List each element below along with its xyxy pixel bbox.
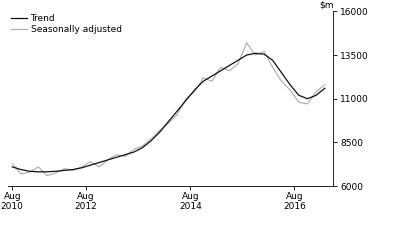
Seasonally adjusted	[88, 160, 93, 163]
Trend	[244, 54, 249, 56]
Trend	[305, 97, 310, 100]
Seasonally adjusted	[53, 172, 58, 174]
Trend	[314, 94, 318, 97]
Seasonally adjusted	[19, 173, 23, 175]
Seasonally adjusted	[166, 122, 171, 125]
Seasonally adjusted	[79, 165, 84, 168]
Trend	[97, 161, 102, 164]
Trend	[140, 146, 145, 149]
Trend	[279, 71, 284, 74]
Seasonally adjusted	[236, 62, 241, 65]
Trend	[218, 69, 223, 72]
Trend	[175, 110, 179, 112]
Seasonally adjusted	[296, 101, 301, 104]
Seasonally adjusted	[131, 148, 136, 151]
Seasonally adjusted	[44, 174, 49, 177]
Trend	[262, 53, 266, 56]
Seasonally adjusted	[27, 171, 32, 173]
Trend	[192, 89, 197, 91]
Seasonally adjusted	[305, 103, 310, 105]
Trend	[114, 156, 119, 159]
Trend	[166, 120, 171, 123]
Seasonally adjusted	[244, 42, 249, 44]
Legend: Trend, Seasonally adjusted: Trend, Seasonally adjusted	[10, 13, 122, 35]
Trend	[71, 168, 75, 171]
Trend	[288, 83, 293, 86]
Trend	[53, 170, 58, 173]
Seasonally adjusted	[36, 165, 40, 168]
Trend	[19, 168, 23, 171]
Seasonally adjusted	[262, 50, 266, 53]
Trend	[158, 131, 162, 133]
Seasonally adjusted	[192, 90, 197, 93]
Text: $m: $m	[319, 1, 333, 10]
Trend	[36, 170, 40, 173]
Seasonally adjusted	[106, 158, 110, 161]
Seasonally adjusted	[218, 66, 223, 69]
Seasonally adjusted	[270, 66, 275, 69]
Trend	[44, 170, 49, 173]
Trend	[227, 64, 232, 67]
Trend	[10, 165, 15, 168]
Seasonally adjusted	[158, 129, 162, 132]
Seasonally adjusted	[288, 89, 293, 91]
Seasonally adjusted	[253, 54, 258, 56]
Seasonally adjusted	[201, 76, 206, 79]
Line: Seasonally adjusted: Seasonally adjusted	[12, 43, 325, 176]
Seasonally adjusted	[149, 138, 154, 140]
Seasonally adjusted	[140, 145, 145, 147]
Line: Trend: Trend	[12, 53, 325, 172]
Seasonally adjusted	[314, 90, 318, 93]
Trend	[296, 94, 301, 97]
Seasonally adjusted	[279, 80, 284, 83]
Seasonally adjusted	[97, 165, 102, 168]
Trend	[131, 151, 136, 153]
Seasonally adjusted	[10, 162, 15, 165]
Trend	[236, 59, 241, 62]
Trend	[183, 99, 188, 102]
Seasonally adjusted	[210, 80, 214, 83]
Seasonally adjusted	[123, 155, 127, 158]
Trend	[201, 80, 206, 83]
Trend	[270, 59, 275, 62]
Trend	[88, 164, 93, 167]
Trend	[253, 52, 258, 55]
Trend	[322, 87, 327, 90]
Trend	[123, 153, 127, 156]
Trend	[149, 139, 154, 142]
Seasonally adjusted	[183, 97, 188, 100]
Trend	[106, 158, 110, 161]
Trend	[62, 169, 67, 172]
Seasonally adjusted	[62, 167, 67, 170]
Trend	[79, 166, 84, 169]
Seasonally adjusted	[227, 69, 232, 72]
Seasonally adjusted	[175, 113, 179, 116]
Trend	[27, 170, 32, 173]
Trend	[210, 75, 214, 77]
Seasonally adjusted	[114, 153, 119, 156]
Seasonally adjusted	[322, 83, 327, 86]
Seasonally adjusted	[71, 169, 75, 172]
